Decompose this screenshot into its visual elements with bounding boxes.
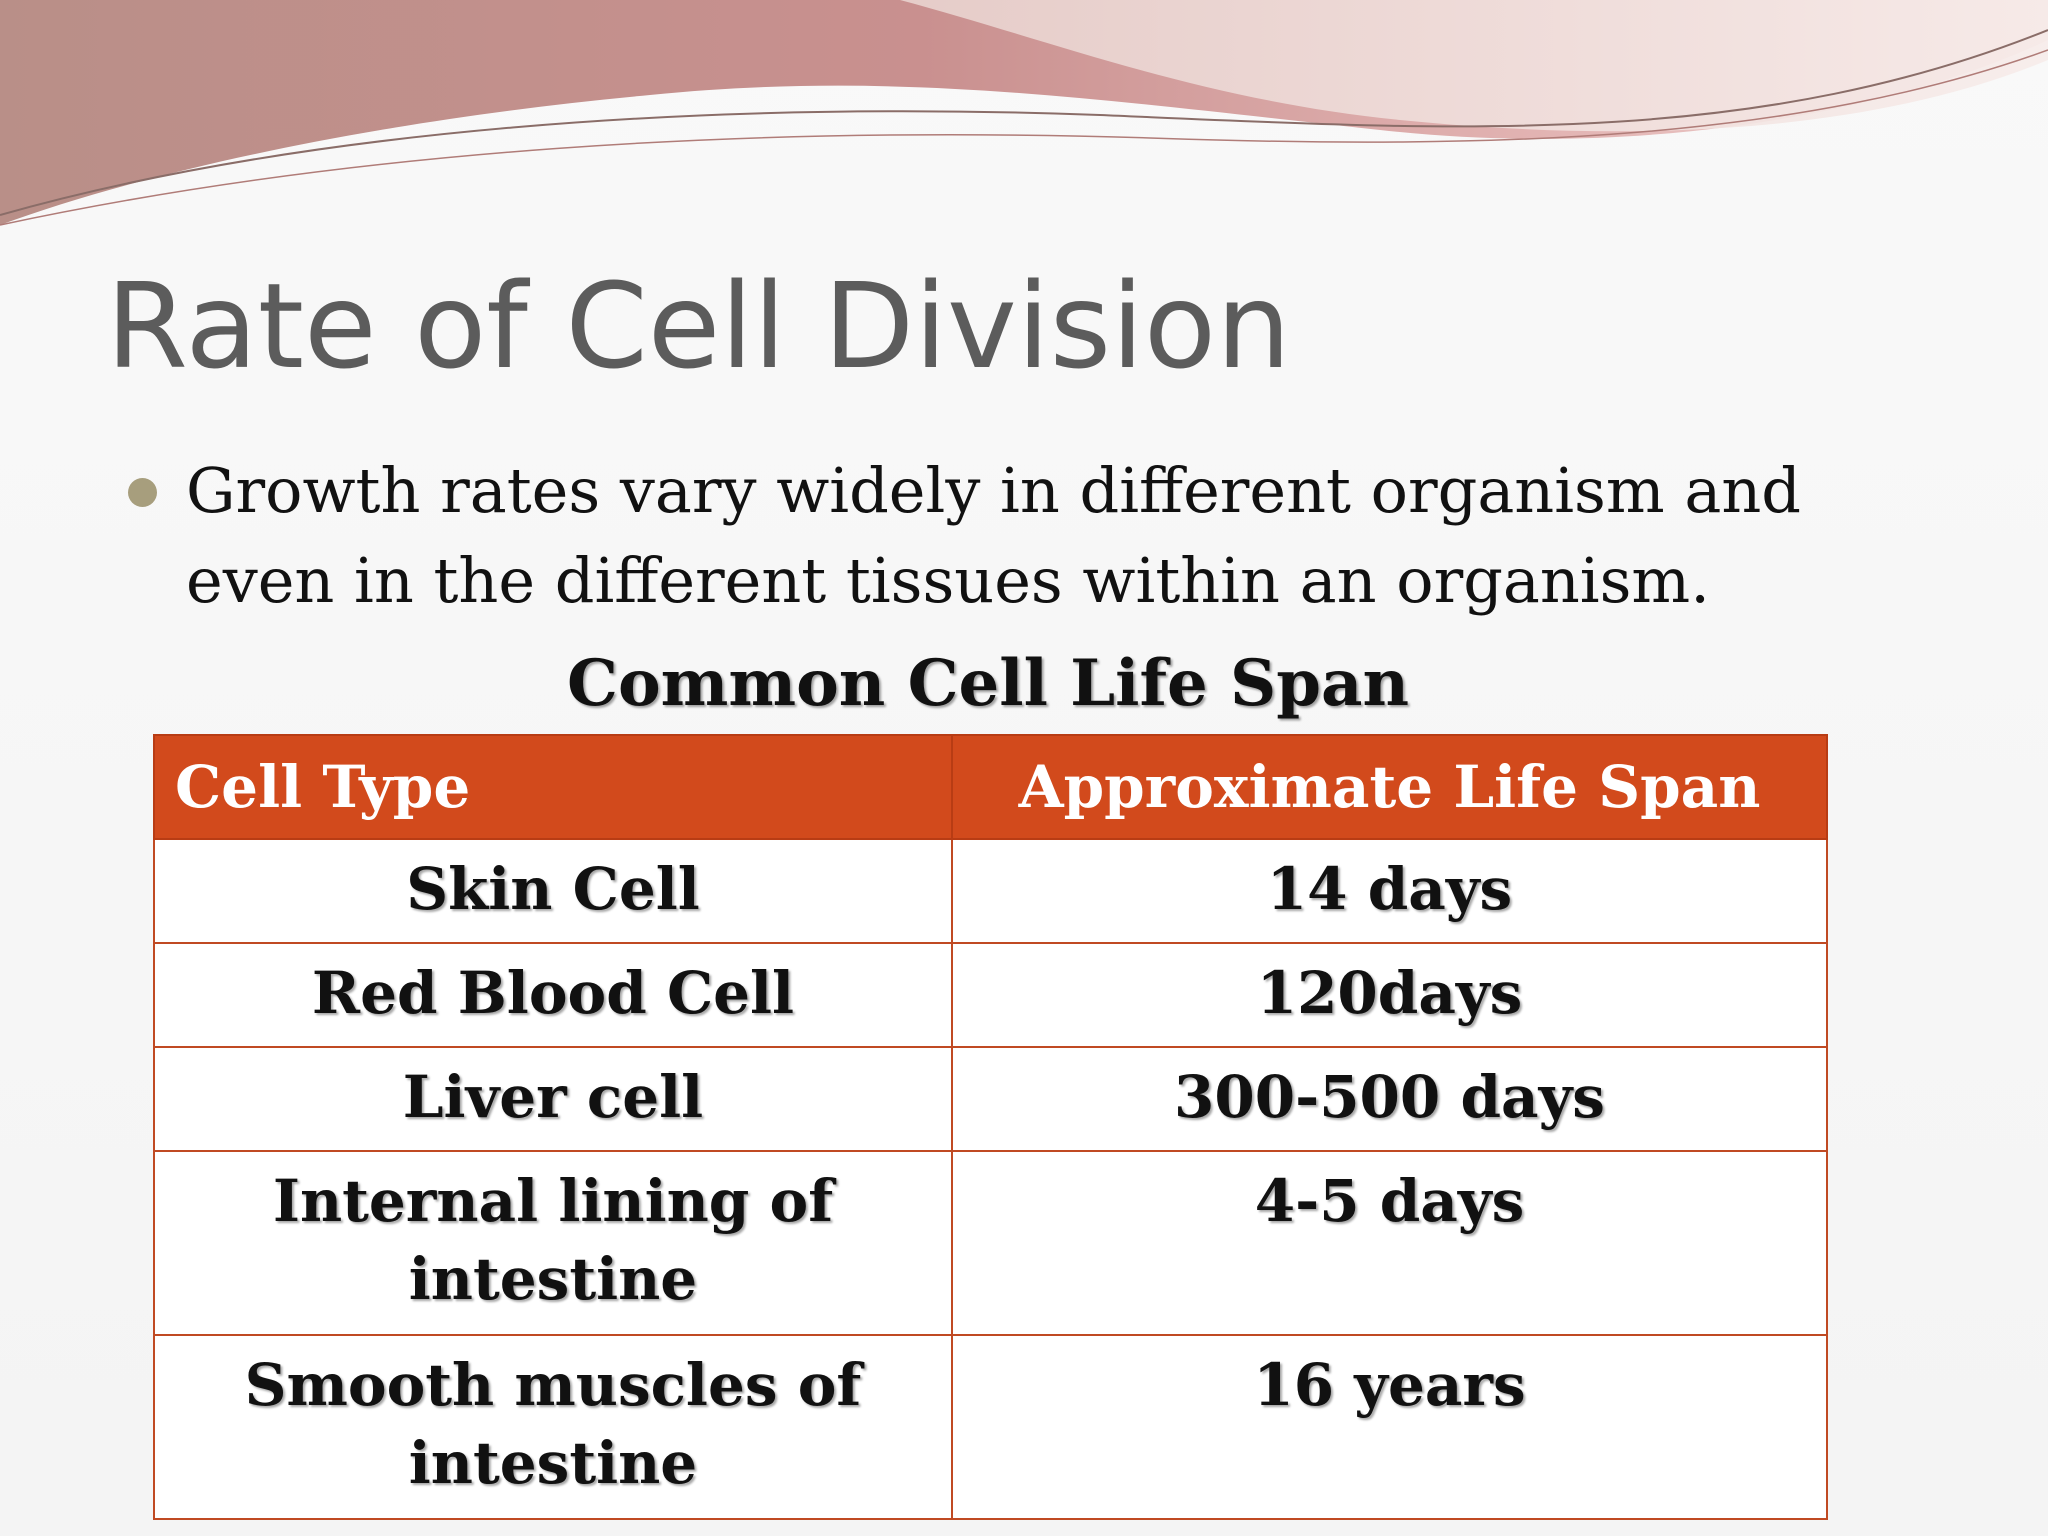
bullet-text: Growth rates vary widely in different or… [186,454,1801,617]
life-span-value: 14 days [951,838,1828,944]
table-row: Skin Cell 14 days [153,838,1828,944]
cell-life-span-table: Cell Type Approximate Life Span Skin Cel… [153,734,1828,1520]
life-span-value: 120days [951,942,1828,1048]
table-row: Internal lining of intestine 4-5 days [153,1150,1828,1336]
cell-type-value: Liver cell [153,1046,953,1152]
table-row: Liver cell 300-500 days [153,1046,1828,1152]
table-caption: Common Cell Life Span [567,646,1409,721]
table-row: Smooth muscles of intestine 16 years [153,1334,1828,1520]
header-approximate-life-span: Approximate Life Span [951,734,1828,840]
slide-title: Rate of Cell Division [106,257,1291,395]
header-cell-type: Cell Type [153,734,953,840]
table-header-row: Cell Type Approximate Life Span [153,734,1828,840]
life-span-value: 300-500 days [951,1046,1828,1152]
decorative-wave-banner [0,0,2048,226]
table-row: Red Blood Cell 120days [153,942,1828,1048]
cell-type-value: Red Blood Cell [153,942,953,1048]
cell-type-value: Internal lining of intestine [153,1150,953,1336]
bullet-dot-icon [128,478,157,507]
life-span-value: 16 years [951,1334,1828,1520]
life-span-value: 4-5 days [951,1150,1828,1336]
cell-type-value: Smooth muscles of intestine [153,1334,953,1520]
cell-type-value: Skin Cell [153,838,953,944]
